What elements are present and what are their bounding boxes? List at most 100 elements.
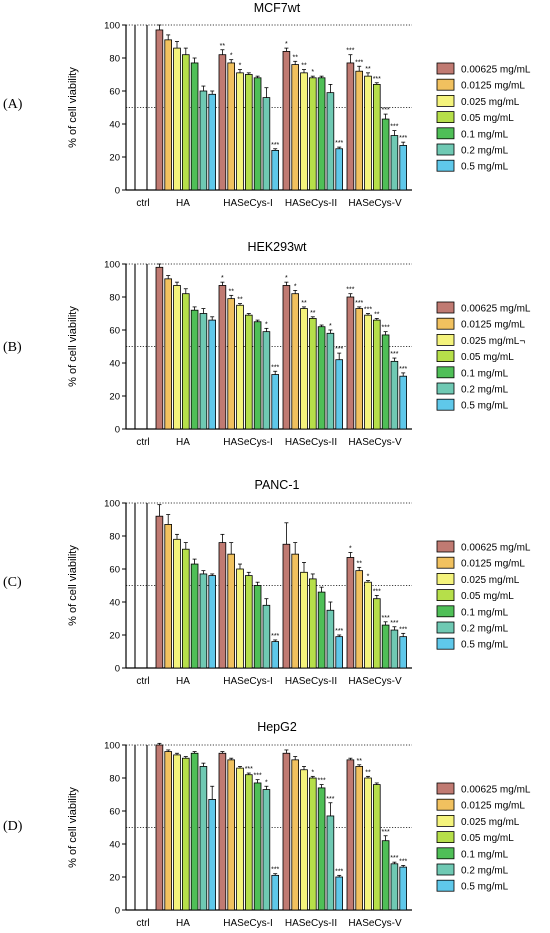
significance-mark: *** <box>382 829 390 836</box>
bar <box>173 754 181 911</box>
y-tick-label: 0 <box>115 906 120 917</box>
bar <box>262 97 271 191</box>
bar <box>181 54 190 191</box>
significance-mark: * <box>285 275 288 282</box>
bar <box>300 571 308 669</box>
legend-swatch <box>436 62 455 75</box>
bar <box>227 553 236 669</box>
x-category-label: HASeCys-II <box>285 198 337 209</box>
bar <box>227 759 236 911</box>
bar <box>317 591 326 669</box>
bar <box>155 744 164 911</box>
significance-mark: ** <box>356 560 362 567</box>
significance-mark: *** <box>399 135 407 142</box>
panel-title: PANC-1 <box>255 478 300 492</box>
x-category-label: HA <box>176 918 190 929</box>
bar <box>208 319 217 430</box>
bar <box>164 278 173 430</box>
bar <box>181 757 190 911</box>
bar <box>199 313 208 430</box>
legend-label: 0.2 mg/mL <box>461 385 509 396</box>
significance-mark: * <box>294 283 297 290</box>
x-category-label: HA <box>176 198 190 209</box>
bar <box>218 285 227 430</box>
y-tick-label: 100 <box>104 499 120 510</box>
significance-mark: *** <box>318 778 326 785</box>
significance-mark: *** <box>346 48 354 55</box>
y-tick-label: 20 <box>109 631 120 642</box>
bar <box>372 784 381 911</box>
panel-letter: (D) <box>3 819 23 834</box>
legend-swatch <box>436 605 455 618</box>
bar <box>308 77 317 191</box>
legend-swatch <box>436 333 455 346</box>
legend-label: 0.5 mg/mL <box>461 640 509 651</box>
legend-label: 0.1 mg/mL <box>461 849 509 860</box>
y-tick-label: 100 <box>104 260 120 271</box>
significance-mark: *** <box>382 615 390 622</box>
legend-swatch <box>436 798 455 811</box>
legend-swatch <box>436 301 455 314</box>
bar <box>236 568 244 669</box>
y-tick-label: 40 <box>109 120 120 131</box>
significance-mark: * <box>311 769 314 776</box>
bar <box>335 876 343 911</box>
x-category-label: HASeCys-V <box>348 437 402 448</box>
significance-mark: *** <box>271 364 279 371</box>
bar <box>164 524 173 669</box>
x-category-label: HASeCys-II <box>285 437 337 448</box>
bar <box>381 334 390 430</box>
significance-mark: *** <box>245 766 253 773</box>
bar <box>190 752 199 911</box>
bar <box>271 641 279 669</box>
legend-label: 0.00625 mg/mL <box>461 543 531 554</box>
significance-mark: ** <box>292 54 298 61</box>
bar <box>335 148 343 191</box>
bar <box>244 314 253 430</box>
legend-swatch <box>436 879 455 892</box>
bar <box>282 543 291 669</box>
panel-letter: (C) <box>3 575 22 590</box>
legend-label: 0.0125 mg/mL <box>461 559 525 570</box>
bar <box>253 77 262 191</box>
legend-label: 0.00625 mg/mL <box>461 65 531 76</box>
bar <box>271 149 279 191</box>
significance-mark: * <box>311 69 314 76</box>
bar <box>399 636 407 669</box>
y-tick-label: 60 <box>109 565 120 576</box>
legend-label: 0.00625 mg/mL <box>461 304 531 315</box>
bar <box>364 581 372 669</box>
y-tick-label: 40 <box>109 840 120 851</box>
bar <box>381 624 390 669</box>
y-tick-label: 0 <box>115 425 120 436</box>
legend-label: 0.5 mg/mL <box>461 162 509 173</box>
legend-swatch <box>436 366 455 379</box>
significance-mark: *** <box>335 868 343 875</box>
y-tick-label: 100 <box>104 21 120 32</box>
bar <box>291 293 299 430</box>
legend-label: 0.025 mg/mL <box>461 575 520 586</box>
bar <box>390 135 399 191</box>
bar <box>372 319 381 430</box>
bar <box>181 293 190 430</box>
bar <box>399 866 407 911</box>
x-category-label: HASeCys-I <box>223 918 272 929</box>
bar <box>355 70 363 191</box>
bar <box>364 75 372 191</box>
panel-title: MCF7wt <box>254 1 301 15</box>
significance-mark: *** <box>382 325 390 332</box>
bar <box>291 553 299 669</box>
legend-swatch <box>436 863 455 876</box>
legend-label: 0.0125 mg/mL <box>461 81 525 92</box>
legend-swatch <box>436 398 455 411</box>
significance-mark: * <box>367 574 370 581</box>
bar <box>308 578 317 669</box>
legend-swatch <box>436 556 455 569</box>
x-category-label: HA <box>176 437 190 448</box>
legend-swatch <box>436 95 455 107</box>
bar <box>164 39 173 191</box>
significance-mark: * <box>265 321 268 328</box>
x-category-label: ctrl <box>136 437 149 448</box>
legend-swatch <box>436 573 455 585</box>
bar <box>317 326 326 430</box>
